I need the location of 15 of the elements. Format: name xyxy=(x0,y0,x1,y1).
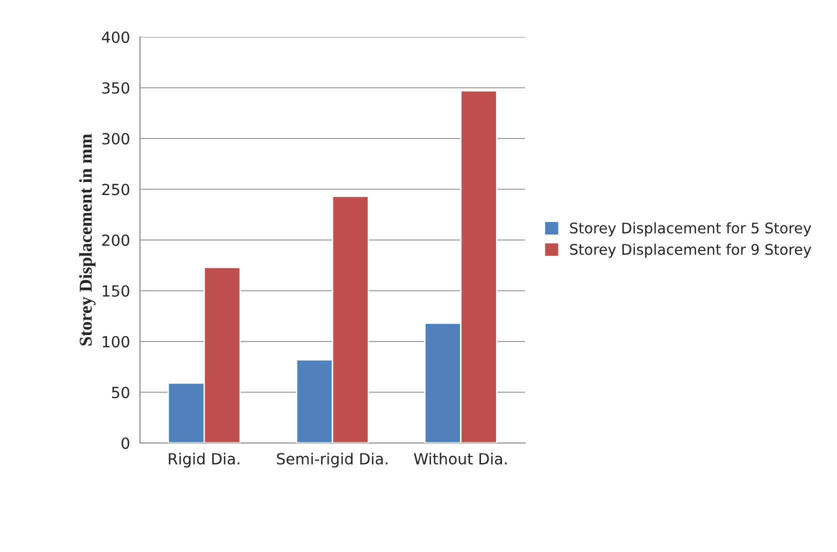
legend-label: Storey Displacement for 5 Storey xyxy=(570,222,812,236)
y-tick-label: 300 xyxy=(102,132,130,145)
y-tick-label: 150 xyxy=(102,285,130,297)
legend-label: Storey Displacement for 9 Storey xyxy=(570,244,812,258)
y-tick-label: 0 xyxy=(122,437,130,450)
y-tick-label: 350 xyxy=(102,82,130,94)
y-axis-title: Storey Displacement in mm xyxy=(79,134,96,346)
y-tick-label: 50 xyxy=(112,386,130,398)
x-tick-label: Without Dia. xyxy=(414,452,507,465)
y-tick-label: 400 xyxy=(102,31,130,44)
x-tick-label: Rigid Dia. xyxy=(168,452,240,468)
y-tick-label: 250 xyxy=(102,184,130,196)
y-tick-label: 100 xyxy=(102,336,130,348)
y-tick-label: 200 xyxy=(102,234,130,246)
x-tick-label: Semi-rigid Dia. xyxy=(277,452,388,468)
